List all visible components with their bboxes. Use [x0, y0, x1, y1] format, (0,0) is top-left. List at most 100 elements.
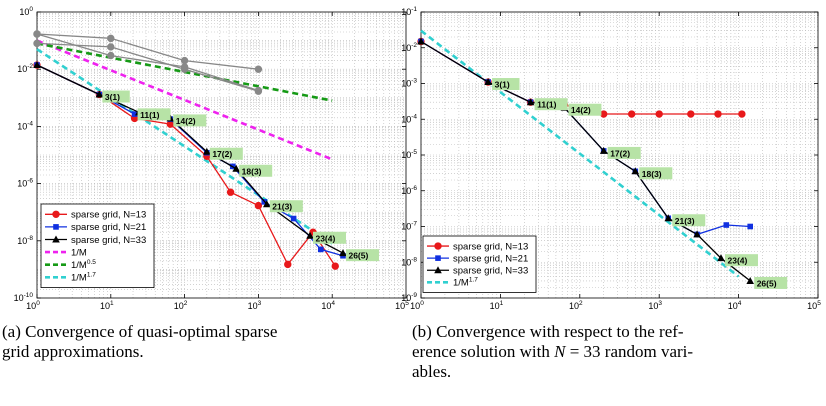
- y-tick-base: 10: [17, 121, 27, 131]
- x-tick-base: 10: [248, 301, 258, 310]
- annotation-box: [345, 249, 379, 262]
- data-point: [290, 215, 297, 222]
- series-line: [36, 33, 259, 92]
- y-tick-base: 10: [401, 7, 411, 17]
- y-tick-base: 10: [401, 222, 411, 232]
- legend-label: 1/M1.7: [453, 277, 478, 289]
- annotation-box: [102, 90, 130, 103]
- x-tick-exponent: 1: [110, 300, 114, 307]
- y-tick-label: 10-2: [17, 63, 33, 74]
- legend-marker: [434, 266, 442, 274]
- data-point: [717, 254, 725, 262]
- y-tick-base: 10: [401, 150, 411, 160]
- y-tick-exponent: -4: [411, 113, 417, 120]
- annotation-label: 11(1): [140, 110, 160, 120]
- legend-label: 1/M: [71, 247, 87, 258]
- legend-label: sparse grid, N=13: [453, 241, 528, 252]
- y-tick-base: 10: [19, 7, 29, 17]
- x-tick-label: 103: [248, 300, 262, 310]
- data-point: [687, 110, 695, 118]
- chart-panel-a: 100 101 102 103 104 10510-1010-810-610-410-21…: [14, 6, 410, 310]
- y-tick-label: 10-8: [401, 256, 417, 267]
- data-point: [738, 110, 746, 118]
- data-point: [631, 167, 640, 175]
- data-point: [254, 87, 263, 95]
- annotation-label: 14(2): [176, 116, 196, 126]
- x-tick-base: 10: [26, 301, 36, 310]
- legend-marker: [435, 255, 441, 261]
- legend-label-exponent: 1.7: [87, 272, 96, 279]
- x-tick-base: 10: [728, 301, 738, 310]
- data-point: [95, 90, 104, 98]
- x-tick-exponent: 3: [658, 300, 662, 307]
- y-tick-exponent: -8: [411, 256, 417, 263]
- data-point: [339, 249, 347, 257]
- y-tick-base: 10: [401, 257, 411, 267]
- y-tick-exponent: -1: [411, 6, 417, 13]
- series-line: [36, 42, 259, 92]
- annotation-label: 3(1): [105, 92, 120, 102]
- annotation-box: [312, 231, 346, 244]
- annotation-box: [173, 114, 207, 127]
- data-point: [600, 110, 608, 118]
- annotation-label: 23(4): [315, 233, 335, 243]
- y-tick-exponent: -7: [411, 221, 417, 228]
- x-tick-exponent: 2: [579, 300, 583, 307]
- caption-b-line2-pre: erence solution with: [412, 342, 555, 361]
- series-3: [420, 29, 740, 278]
- y-tick-exponent: -8: [27, 235, 33, 242]
- annotation-box: [534, 98, 568, 111]
- x-tick-label: 104: [321, 300, 335, 310]
- legend-label: sparse grid, N=33: [453, 266, 528, 277]
- series-3: [36, 39, 333, 161]
- legend-label-text: 1/M: [71, 260, 87, 271]
- x-tick-exponent: 4: [738, 300, 742, 307]
- x-tick-label: 102: [569, 300, 583, 310]
- series-line: [420, 29, 740, 278]
- data-point: [714, 110, 722, 118]
- data-point: [131, 111, 138, 117]
- axes-frame: [36, 11, 407, 299]
- legend-label-exponent: 1.7: [469, 277, 478, 284]
- legend-label-text: sparse grid, N=13: [71, 210, 146, 221]
- y-tick-base: 10: [401, 114, 411, 124]
- legend-marker: [52, 235, 60, 243]
- data-point: [203, 147, 211, 155]
- legend-marker: [434, 242, 442, 250]
- x-tick-label: 100: [26, 300, 40, 310]
- annotation-box: [639, 167, 673, 180]
- data-point: [655, 110, 663, 118]
- data-point: [33, 30, 41, 38]
- caption-b-line3: ables.: [412, 362, 452, 381]
- legend-label-text: sparse grid, N=21: [71, 222, 146, 233]
- x-tick-label: 102: [174, 300, 188, 310]
- x-tick-label: 105: [807, 300, 821, 310]
- y-tick-base: 10: [401, 79, 411, 89]
- annotation-label: 14(2): [571, 105, 591, 115]
- caption-b-line1: (b) Convergence with respect to the ref-: [412, 322, 684, 341]
- caption-b: (b) Convergence with respect to the ref-…: [412, 322, 826, 382]
- legend-label-text: sparse grid, N=21: [453, 253, 528, 264]
- x-tick-exponent: 5: [405, 300, 409, 307]
- legend-label: sparse grid, N=21: [71, 222, 146, 233]
- y-tick-label: 10-4: [17, 120, 33, 131]
- data-point: [226, 188, 235, 196]
- caption-a-line1: (a) Convergence of quasi-optimal sparse: [2, 322, 278, 341]
- y-tick-label: 10-6: [401, 185, 417, 196]
- legend-marker: [53, 224, 59, 230]
- x-tick-exponent: 0: [36, 300, 40, 307]
- y-tick-label: 10-8: [17, 235, 33, 246]
- caption-a: (a) Convergence of quasi-optimal sparse …: [2, 322, 412, 362]
- caption-b-line2: erence solution with N = 33 random vari-: [412, 342, 826, 362]
- y-tick-exponent: -5: [411, 149, 417, 156]
- y-tick-base: 10: [17, 179, 27, 189]
- annotation-box: [672, 214, 706, 227]
- legend-box: [40, 203, 155, 288]
- data-point: [306, 231, 314, 239]
- legend-box: [422, 235, 537, 293]
- y-tick-exponent: -4: [27, 120, 33, 127]
- y-tick-exponent: 0: [29, 6, 33, 13]
- annotation-label: 17(2): [610, 148, 630, 158]
- annotation-box: [724, 254, 758, 267]
- data-point: [180, 56, 189, 65]
